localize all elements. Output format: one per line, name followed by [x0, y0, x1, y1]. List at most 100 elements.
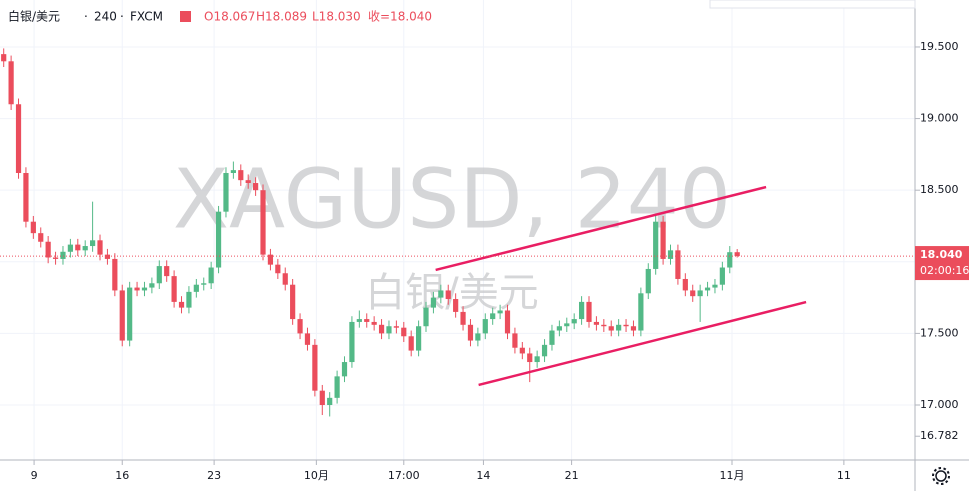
candle-body: [697, 290, 703, 297]
candle-body: [82, 246, 88, 251]
countdown: 02:00:16: [920, 264, 969, 277]
candle-body: [564, 323, 570, 327]
candle-body: [60, 251, 66, 259]
separator: ·: [84, 10, 88, 24]
candle-body: [267, 254, 274, 265]
candle-body: [304, 333, 311, 345]
candle-body: [690, 290, 696, 297]
candle-body: [112, 258, 118, 291]
candle-body: [719, 267, 725, 285]
x-tick-label: 11: [837, 469, 851, 482]
candle-body: [378, 324, 385, 334]
status-icon[interactable]: [180, 11, 191, 22]
candle-body: [712, 284, 718, 288]
ohlc-open: O18.067: [204, 10, 255, 24]
candle-body: [290, 284, 296, 320]
candle-body: [149, 283, 155, 288]
candle-body: [727, 252, 733, 268]
candle-body: [445, 290, 451, 300]
y-tick-label: 19.500: [920, 40, 959, 53]
candle-body: [512, 333, 518, 348]
candle-body: [519, 347, 525, 354]
candle-body: [275, 264, 281, 274]
grid: [0, 0, 915, 460]
candle-body: [371, 321, 377, 325]
candle-body: [497, 310, 503, 314]
candle-body: [623, 324, 629, 327]
candle-body: [171, 276, 177, 302]
candle-body: [416, 326, 422, 351]
trend-line: [435, 185, 767, 272]
candle-body: [401, 327, 407, 337]
candle-body: [393, 326, 399, 328]
candle-body: [638, 293, 644, 331]
candle-body: [127, 287, 133, 341]
watermark: XAGUSD, 240: [173, 152, 731, 247]
candle-body: [534, 356, 540, 363]
candle-body: [556, 326, 562, 331]
candle-body: [23, 173, 29, 222]
candle-body: [327, 397, 333, 406]
candle-body: [201, 283, 207, 285]
x-tick-label: 11月: [720, 469, 745, 482]
x-tick-label: 9: [31, 469, 38, 482]
top-panel: [709, 0, 916, 9]
candle-body: [312, 344, 318, 391]
candle-body: [282, 273, 288, 285]
last-price-label: 18.040: [920, 248, 963, 261]
candle-body: [141, 287, 148, 291]
candle-body: [97, 240, 103, 255]
candle-body: [15, 104, 22, 174]
trend-line: [478, 300, 807, 387]
candle-body: [504, 310, 511, 334]
candle-body: [193, 284, 199, 292]
x-tick-label: 16: [115, 469, 129, 482]
last-price-box: [915, 246, 969, 281]
candle-body: [364, 319, 370, 322]
candle-body: [541, 344, 548, 357]
candle-body: [586, 301, 592, 322]
candle-body: [319, 390, 325, 406]
y-tick-label: 17.000: [920, 398, 959, 411]
candle-body: [297, 319, 303, 334]
candle-body: [653, 221, 659, 269]
candle-body: [45, 241, 51, 258]
candle-body: [438, 290, 444, 298]
candle-body: [178, 301, 185, 308]
candle-body: [704, 287, 711, 291]
candle-body: [734, 252, 740, 257]
candle-body: [682, 278, 688, 291]
candle-body: [490, 313, 496, 320]
candle-body: [386, 326, 392, 334]
candle-body: [1, 54, 7, 62]
candle-body: [349, 321, 355, 363]
candle-body: [104, 254, 111, 259]
candle-body: [90, 240, 96, 247]
candle-body: [75, 244, 81, 251]
candle-body: [453, 299, 459, 312]
candle-body: [616, 324, 622, 331]
candle-body: [134, 287, 140, 291]
candle-body: [8, 61, 14, 105]
candle-body: [482, 319, 488, 334]
candle-body: [67, 244, 73, 252]
candle-body: [164, 266, 170, 277]
x-tick-label: 14: [476, 469, 490, 482]
candle-body: [52, 257, 59, 259]
candle-body: [38, 233, 44, 242]
settings-gear[interactable]: [932, 467, 950, 485]
candle-body: [645, 268, 651, 294]
x-tick-label: 17:00: [388, 469, 420, 482]
candle-body: [260, 190, 266, 255]
candle-body: [601, 324, 607, 327]
x-tick-label: 10月: [304, 469, 329, 482]
candle-body: [30, 221, 36, 234]
candle-body: [245, 180, 251, 184]
source: FXCM: [130, 10, 163, 24]
axes: 17.00017.50018.00018.50019.00019.5009162…: [31, 40, 969, 482]
candle-body: [119, 290, 125, 341]
x-tick-label: 21: [565, 469, 579, 482]
candle-body: [475, 333, 481, 341]
